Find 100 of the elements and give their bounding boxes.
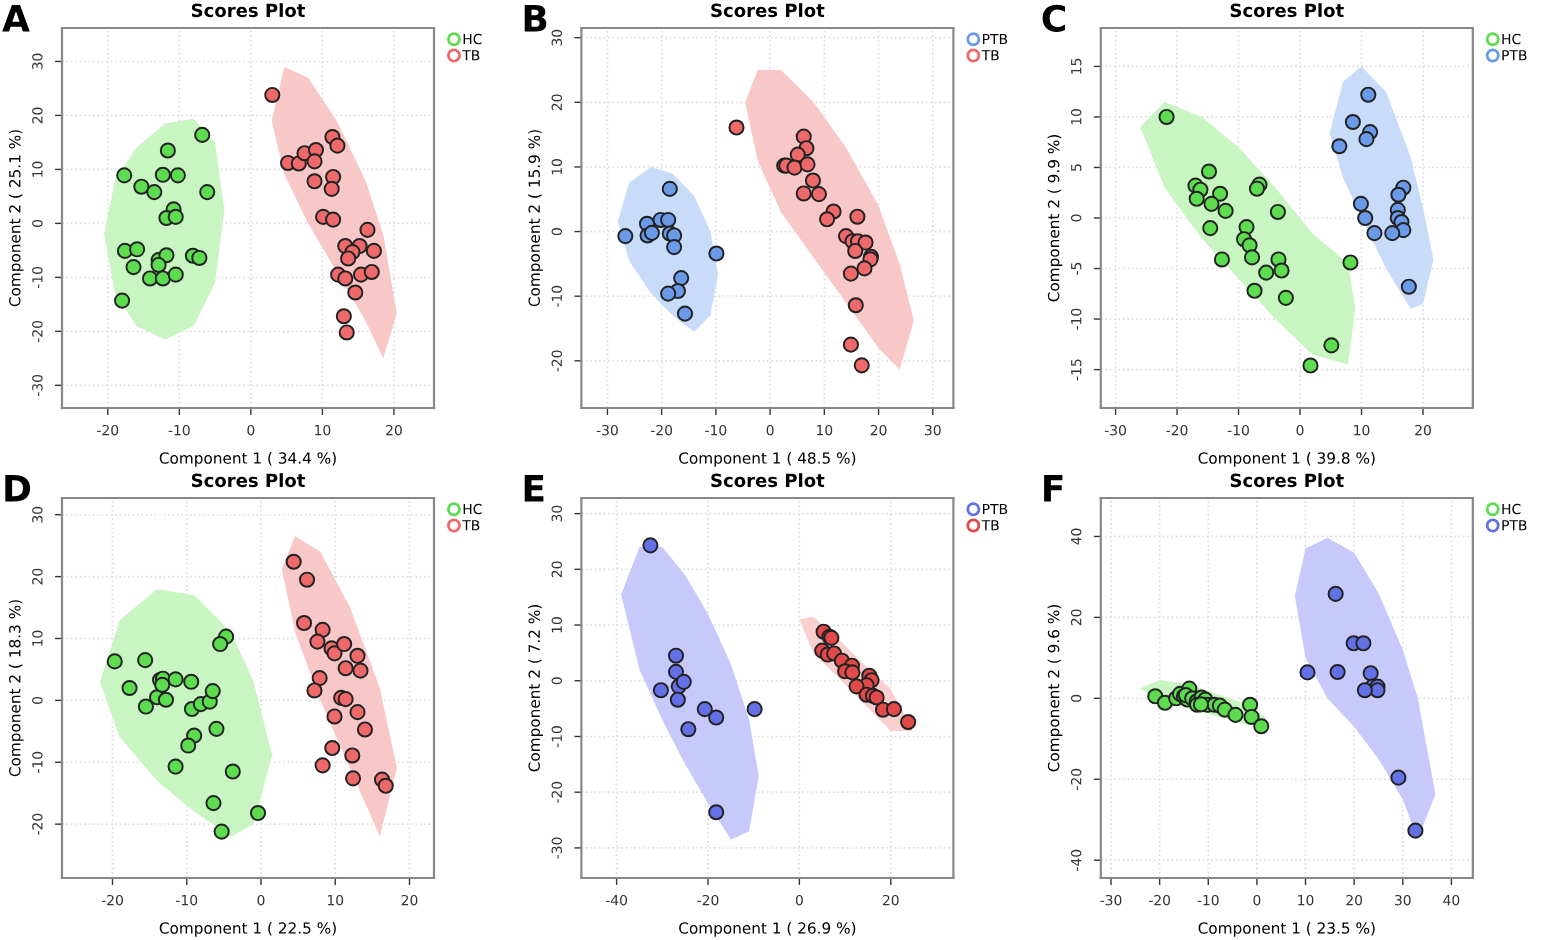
point <box>1258 264 1275 281</box>
point <box>363 263 380 281</box>
point <box>1243 708 1260 725</box>
point <box>204 683 221 700</box>
point <box>1355 635 1372 652</box>
point <box>309 633 326 650</box>
point <box>349 704 366 721</box>
chart-title: Scores Plot <box>711 3 825 18</box>
point <box>676 305 694 322</box>
point <box>157 691 174 708</box>
point <box>167 671 184 688</box>
point <box>335 308 352 325</box>
point <box>660 211 677 228</box>
point <box>804 172 821 189</box>
point <box>842 265 859 282</box>
point <box>323 180 340 197</box>
point <box>642 537 659 554</box>
point <box>1344 113 1361 131</box>
point <box>900 713 917 731</box>
text: F <box>1044 475 1063 502</box>
point <box>337 270 354 287</box>
point <box>885 701 903 718</box>
point <box>352 662 369 679</box>
point <box>1202 220 1219 237</box>
point <box>810 186 827 203</box>
point <box>326 645 343 662</box>
point <box>114 292 131 309</box>
point <box>1342 254 1359 271</box>
point <box>849 208 866 225</box>
point <box>1356 682 1373 699</box>
point <box>347 284 364 301</box>
point <box>667 647 685 664</box>
point <box>661 180 678 197</box>
point <box>306 153 323 170</box>
point <box>847 242 864 260</box>
point <box>1360 86 1377 103</box>
point <box>213 823 230 840</box>
point <box>1329 663 1346 681</box>
point <box>1200 163 1218 180</box>
point <box>159 142 176 159</box>
text: A <box>2 5 30 32</box>
point <box>154 270 171 287</box>
point <box>125 259 142 276</box>
point <box>183 673 200 690</box>
point <box>1331 138 1348 155</box>
point <box>154 676 171 693</box>
point <box>1400 278 1417 295</box>
point <box>1390 186 1407 203</box>
point <box>359 221 376 238</box>
point <box>847 297 864 314</box>
point <box>1366 225 1383 242</box>
point <box>154 166 171 183</box>
point <box>617 228 634 245</box>
point <box>1323 337 1340 354</box>
point <box>167 266 184 283</box>
point <box>365 242 382 259</box>
point <box>1390 769 1407 786</box>
point <box>1158 108 1175 125</box>
point <box>337 660 354 677</box>
point <box>708 804 725 821</box>
point <box>848 678 865 695</box>
point <box>314 757 331 774</box>
point <box>1246 282 1263 299</box>
point <box>1358 131 1375 148</box>
point <box>340 250 357 267</box>
point <box>1299 664 1316 681</box>
point <box>1273 262 1290 279</box>
point <box>199 184 216 201</box>
point <box>680 721 697 738</box>
point <box>799 156 816 173</box>
point <box>212 636 229 653</box>
point <box>652 682 669 699</box>
point <box>666 239 683 256</box>
point <box>129 241 146 258</box>
point <box>842 336 859 353</box>
point <box>224 763 241 780</box>
point <box>137 652 154 669</box>
point <box>325 211 342 228</box>
point <box>146 184 163 201</box>
point <box>306 682 323 699</box>
point <box>349 647 366 664</box>
point <box>708 709 725 726</box>
point <box>326 708 343 725</box>
text: C <box>1042 4 1065 32</box>
point <box>150 256 167 274</box>
point <box>345 770 362 787</box>
point <box>856 260 873 277</box>
point <box>1253 718 1270 735</box>
point <box>1188 190 1205 207</box>
point <box>1269 203 1286 220</box>
chart-title: Scores Plot <box>711 473 825 488</box>
point <box>786 159 803 176</box>
point <box>338 324 355 341</box>
point <box>696 701 713 718</box>
point <box>377 777 394 794</box>
point <box>285 553 302 570</box>
point <box>1407 822 1424 839</box>
text: E <box>524 475 544 502</box>
point <box>116 167 133 184</box>
point <box>669 691 686 708</box>
